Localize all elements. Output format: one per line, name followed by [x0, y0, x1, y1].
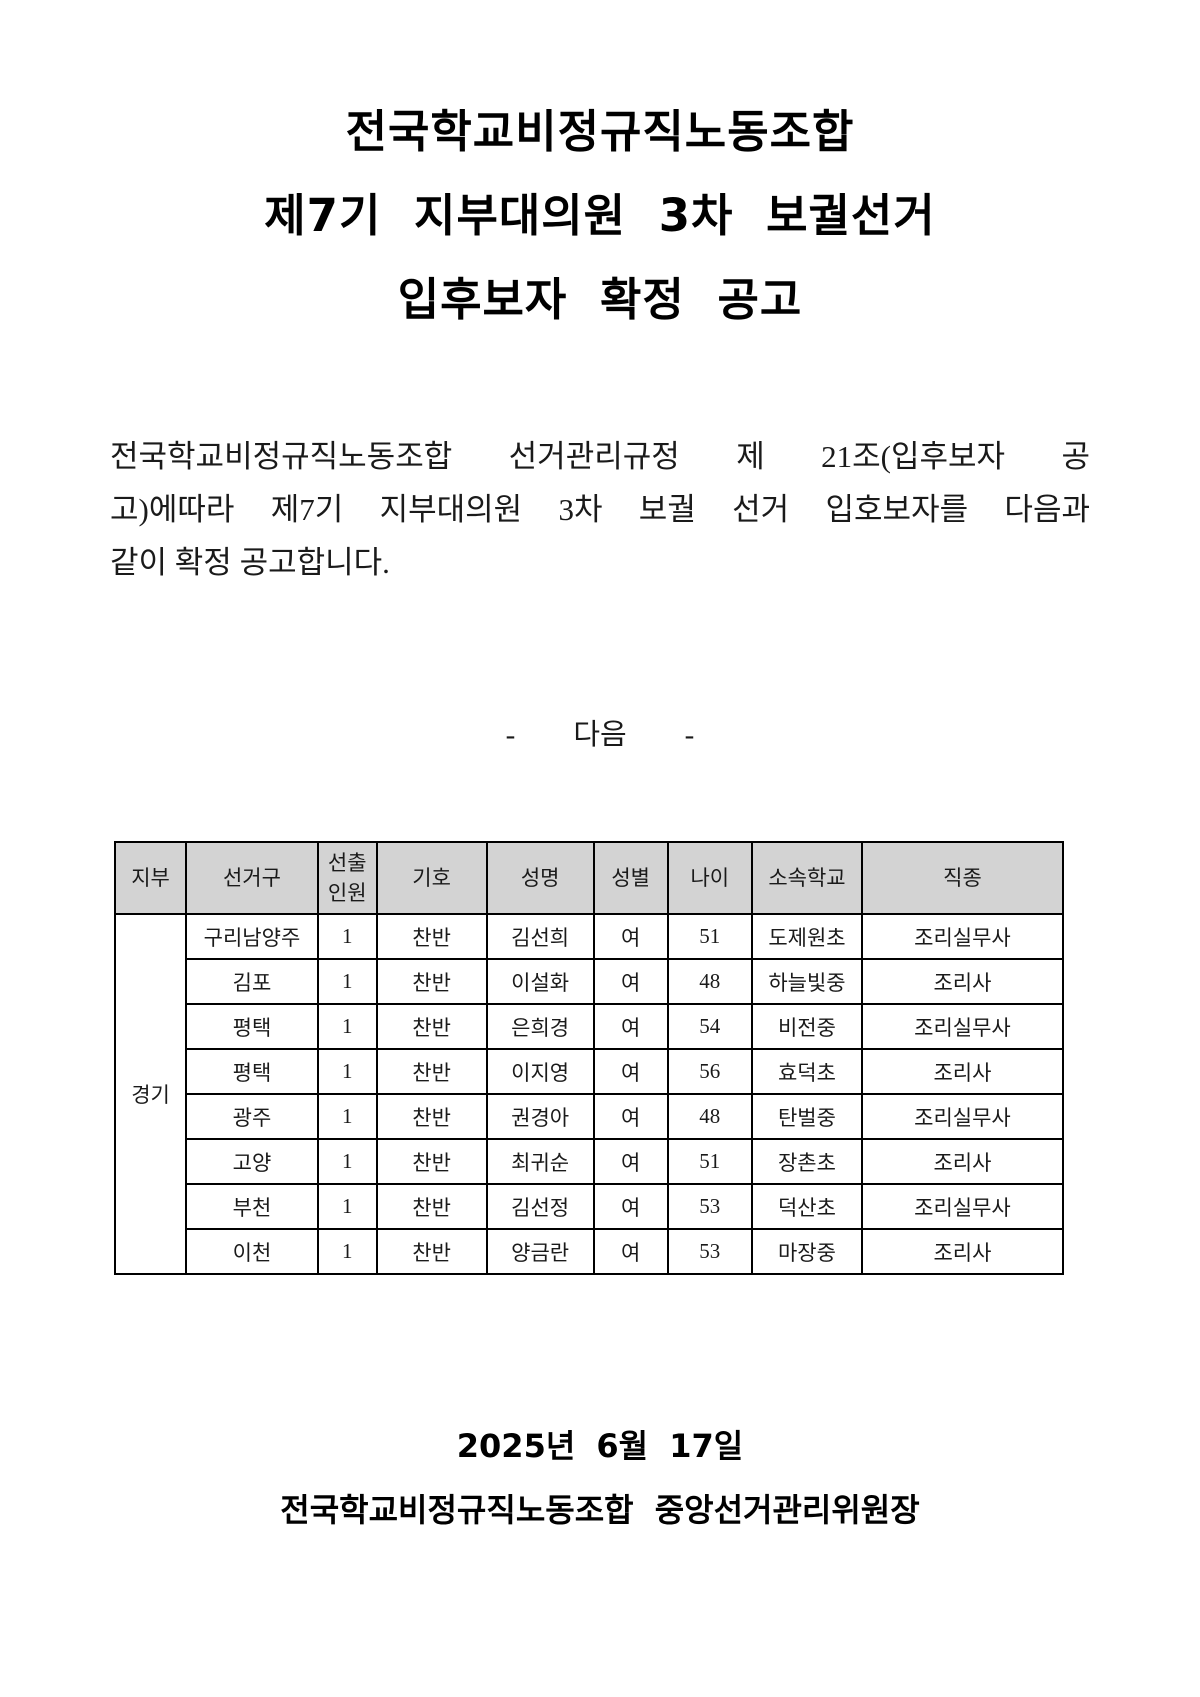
table-cell-name: 이지영 — [485, 1048, 595, 1095]
table-row: 광주 1 찬반 권경아 여 48 탄벌중 조리실무사 — [115, 1093, 1065, 1140]
table-cell-seats: 1 — [316, 1138, 378, 1185]
table-cell-jobtype: 조리사 — [860, 1048, 1065, 1095]
table-row: 경기 구리남양주 1 찬반 김선희 여 51 도제원초 조리실무사 — [113, 913, 1065, 1275]
table-header-row: 지부 선거구 선출 인원 기호 성명 성별 나이 소속학교 직종 — [113, 841, 1065, 915]
table-cell-age: 54 — [666, 1003, 753, 1050]
table-cell-district: 이천 — [185, 1228, 319, 1275]
candidates-table: 지부 선거구 선출 인원 기호 성명 성별 나이 소속학교 직종 경기 구리남양… — [113, 841, 1065, 1275]
table-cell-district: 고양 — [185, 1138, 319, 1185]
table-cell-seats: 1 — [316, 1183, 378, 1230]
header-cell-gender: 성별 — [592, 841, 669, 915]
header-cell-age: 나이 — [666, 841, 753, 915]
table-cell-symbol: 찬반 — [375, 1048, 488, 1095]
table-cell-symbol: 찬반 — [375, 1138, 488, 1185]
header-cell-name: 성명 — [485, 841, 595, 915]
body-line: 같이 확정 공고합니다. — [110, 545, 390, 580]
table-cell-school: 마장중 — [750, 1228, 863, 1275]
table-row: 이천 1 찬반 양금란 여 53 마장중 조리사 — [115, 1228, 1065, 1275]
date-line: 2025년 6월 17일 — [456, 1427, 744, 1465]
table-cell-district: 구리남양주 — [185, 913, 319, 960]
table-cell-jobtype: 조리사 — [860, 1228, 1065, 1275]
table-cell-symbol: 찬반 — [375, 1003, 488, 1050]
table-cell-district: 평택 — [185, 1048, 319, 1095]
table-cell-age: 53 — [666, 1183, 753, 1230]
table-cell-jobtype: 조리실무사 — [860, 913, 1065, 960]
table-cell-name: 최귀순 — [485, 1138, 595, 1185]
table-cell-symbol: 찬반 — [375, 1228, 488, 1275]
table-cell-gender: 여 — [592, 1228, 669, 1275]
table-cell-age: 51 — [666, 913, 753, 960]
table-cell-symbol: 찬반 — [375, 958, 488, 1005]
header-cell-school: 소속학교 — [750, 841, 863, 915]
table-cell-name: 이설화 — [485, 958, 595, 1005]
table-cell-jobtype: 조리실무사 — [860, 1093, 1065, 1140]
table-cell-jobtype: 조리사 — [860, 958, 1065, 1005]
table-cell-district: 평택 — [185, 1003, 319, 1050]
title-line-announcement-type: 입후보자 확정 공고 — [397, 273, 803, 326]
table-cell-name: 김선정 — [485, 1183, 595, 1230]
table-row: 김포 1 찬반 이설화 여 48 하늘빛중 조리사 — [115, 958, 1065, 1005]
table-cell-gender: 여 — [592, 913, 669, 960]
table-cell-name: 권경아 — [485, 1093, 595, 1140]
table-cell-school: 도제원초 — [750, 913, 863, 960]
signature-line: 전국학교비정규직노동조합 중앙선거관리위원장 — [280, 1491, 920, 1529]
table-cell-name: 은희경 — [485, 1003, 595, 1050]
table-cell-school: 효덕초 — [750, 1048, 863, 1095]
table-cell-district: 부천 — [185, 1183, 319, 1230]
header-cell-symbol: 기호 — [375, 841, 488, 915]
table-cell-school: 덕산초 — [750, 1183, 863, 1230]
table-cell-gender: 여 — [592, 1093, 669, 1140]
table-cell-school: 탄벌중 — [750, 1093, 863, 1140]
table-row: 평택 1 찬반 이지영 여 56 효덕초 조리사 — [115, 1048, 1065, 1095]
body-line: 고)에따라 제7기 지부대의원 3차 보궐 선거 입호보자를 다음과 — [110, 492, 1090, 527]
table-cell-name: 김선희 — [485, 913, 595, 960]
table-cell-district: 광주 — [185, 1093, 319, 1140]
title-line-election-name: 제7기 지부대의원 3차 보궐선거 — [264, 189, 936, 242]
header-cell-district: 선거구 — [185, 841, 319, 915]
table-cell-gender: 여 — [592, 1183, 669, 1230]
table-cell-school: 비전중 — [750, 1003, 863, 1050]
body-line: 전국학교비정규직노동조합 선거관리규정 제 21조(입후보자 공 — [110, 439, 1090, 474]
table-cell-symbol: 찬반 — [375, 1183, 488, 1230]
table-cell-gender: 여 — [592, 1138, 669, 1185]
table-cell-seats: 1 — [316, 1228, 378, 1275]
table-cell-seats: 1 — [316, 913, 378, 960]
table-row: 평택 1 찬반 은희경 여 54 비전중 조리실무사 — [115, 1003, 1065, 1050]
title-line-union-name: 전국학교비정규직노동조합 — [345, 105, 855, 158]
header-cell-jobtype: 직종 — [860, 841, 1065, 915]
table-cell-seats: 1 — [316, 1093, 378, 1140]
table-cell-symbol: 찬반 — [375, 1093, 488, 1140]
announcement-body: 전국학교비정규직노동조합 선거관리규정 제 21조(입후보자 공 고)에따라 제… — [110, 430, 1090, 589]
table-cell-age: 56 — [666, 1048, 753, 1095]
table-cell-school: 장촌초 — [750, 1138, 863, 1185]
table-cell-jobtype: 조리실무사 — [860, 1003, 1065, 1050]
table-cell-age: 48 — [666, 1093, 753, 1140]
table-cell-name: 양금란 — [485, 1228, 595, 1275]
table-cell-jobtype: 조리실무사 — [860, 1183, 1065, 1230]
table-row: 부천 1 찬반 김선정 여 53 덕산초 조리실무사 — [115, 1183, 1065, 1230]
table-cell-gender: 여 — [592, 1003, 669, 1050]
table-cell-symbol: 찬반 — [375, 913, 488, 960]
header-cell-branch: 지부 — [113, 841, 188, 915]
table-cell-jobtype: 조리사 — [860, 1138, 1065, 1185]
table-cell-seats: 1 — [316, 1048, 378, 1095]
document-title: 전국학교비정규직노동조합 제7기 지부대의원 3차 보궐선거 입후보자 확정 공… — [0, 0, 1200, 342]
table-cell-district: 김포 — [185, 958, 319, 1005]
table-cell-age: 48 — [666, 958, 753, 1005]
table-cell-school: 하늘빛중 — [750, 958, 863, 1005]
table-cell-gender: 여 — [592, 958, 669, 1005]
region-cell: 경기 — [113, 913, 188, 1275]
table-cell-age: 51 — [666, 1138, 753, 1185]
daum-divider: - 다음 - — [505, 719, 695, 751]
header-cell-seats: 선출 인원 — [316, 841, 378, 915]
table-cell-seats: 1 — [316, 1003, 378, 1050]
table-cell-gender: 여 — [592, 1048, 669, 1095]
table-cell-age: 53 — [666, 1228, 753, 1275]
table-row: 고양 1 찬반 최귀순 여 51 장촌초 조리사 — [115, 1138, 1065, 1185]
candidates-table-container: 지부 선거구 선출 인원 기호 성명 성별 나이 소속학교 직종 경기 구리남양… — [113, 841, 1065, 1275]
table-cell-seats: 1 — [316, 958, 378, 1005]
